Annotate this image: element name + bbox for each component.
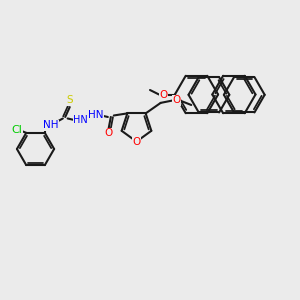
Text: HN: HN [88,110,103,121]
Text: Cl: Cl [12,125,23,135]
Text: O: O [172,95,180,106]
Text: S: S [66,95,73,106]
Text: O: O [159,89,168,100]
Text: NH: NH [43,120,58,130]
Text: O: O [104,128,112,138]
Text: HN: HN [74,115,88,125]
Text: O: O [132,136,141,147]
